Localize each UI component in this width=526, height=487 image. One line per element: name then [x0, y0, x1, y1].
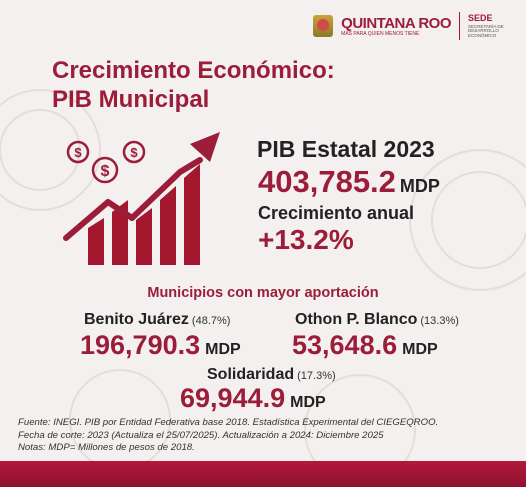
dollar-coin-icon — [66, 140, 146, 184]
title-line-1: Crecimiento Económico: — [52, 57, 335, 84]
state-pib-number: 403,785.2 — [258, 164, 396, 199]
municipality-name: Solidaridad — [207, 366, 295, 383]
municipality-value-solidaridad: 69,944.9 MDP — [180, 383, 326, 414]
municipality-name-solidaridad: Solidaridad (17.3%) — [207, 366, 336, 384]
municipality-unit: MDP — [290, 394, 326, 411]
municipality-unit: MDP — [402, 341, 438, 358]
agency-subtitle: SECRETARÍA DE DESARROLLO ECONÓMICO — [468, 23, 504, 38]
title-line-2: PIB Municipal — [52, 86, 210, 113]
note-units: Notas: MDP= Millones de pesos de 2018. — [18, 442, 195, 453]
municipality-name-othon-p-blanco: Othon P. Blanco (13.3%) — [295, 311, 459, 329]
header-logos: QUINTANA ROO MÁS PARA QUIEN MENOS TIENE … — [313, 12, 514, 40]
state-pib-unit: MDP — [399, 176, 440, 196]
bar-chart-growth-icon: $ $ $ — [63, 132, 220, 265]
municipality-name-benito-juarez: Benito Juárez (48.7%) — [84, 311, 230, 329]
logo-divider — [459, 12, 460, 40]
logo-main-text: QUINTANA ROO — [341, 14, 451, 32]
municipality-value-othon-p-blanco: 53,648.6 MDP — [292, 330, 438, 361]
municipalities-heading: Municipios con mayor aportación — [147, 285, 379, 301]
note-source: Fuente: INEGI. PIB por Entidad Federativ… — [18, 417, 439, 428]
svg-text:$: $ — [74, 145, 82, 160]
svg-text:$: $ — [101, 163, 110, 180]
quintana-roo-logo: QUINTANA ROO MÁS PARA QUIEN MENOS TIENE — [341, 16, 451, 37]
page-title: Crecimiento Económico: PIB Municipal — [52, 56, 335, 114]
growth-label: Crecimiento anual — [258, 203, 415, 223]
state-pib-label: PIB Estatal 2023 — [257, 136, 435, 162]
source-notes: Fuente: INEGI. PIB por Entidad Federativ… — [18, 417, 438, 455]
municipality-name: Othon P. Blanco — [295, 311, 418, 328]
municipality-unit: MDP — [205, 341, 241, 358]
note-cutoff-date: Fecha de corte: 2023 (Actualiza el 25/07… — [18, 429, 384, 441]
svg-text:$: $ — [130, 145, 138, 160]
state-pib-value: 403,785.2 MDP — [258, 164, 440, 200]
growth-value: +13.2% — [258, 224, 354, 255]
agency-name: SEDE — [468, 12, 493, 23]
municipality-value: 196,790.3 — [80, 330, 201, 360]
municipality-value: 69,944.9 — [180, 383, 286, 413]
sede-logo: SEDE SECRETARÍA DE DESARROLLO ECONÓMICO — [468, 12, 514, 39]
municipality-value-benito-juarez: 196,790.3 MDP — [80, 330, 241, 361]
logo-sub-text: MÁS PARA QUIEN MENOS TIENE — [341, 30, 420, 37]
municipality-share: (48.7%) — [191, 315, 231, 327]
municipality-share: (13.3%) — [420, 315, 459, 327]
state-seal-icon — [313, 15, 334, 37]
municipality-value: 53,648.6 — [292, 330, 398, 360]
municipality-share: (17.3%) — [297, 370, 336, 382]
municipality-name: Benito Juárez — [84, 311, 189, 328]
footer-bar — [0, 461, 526, 487]
